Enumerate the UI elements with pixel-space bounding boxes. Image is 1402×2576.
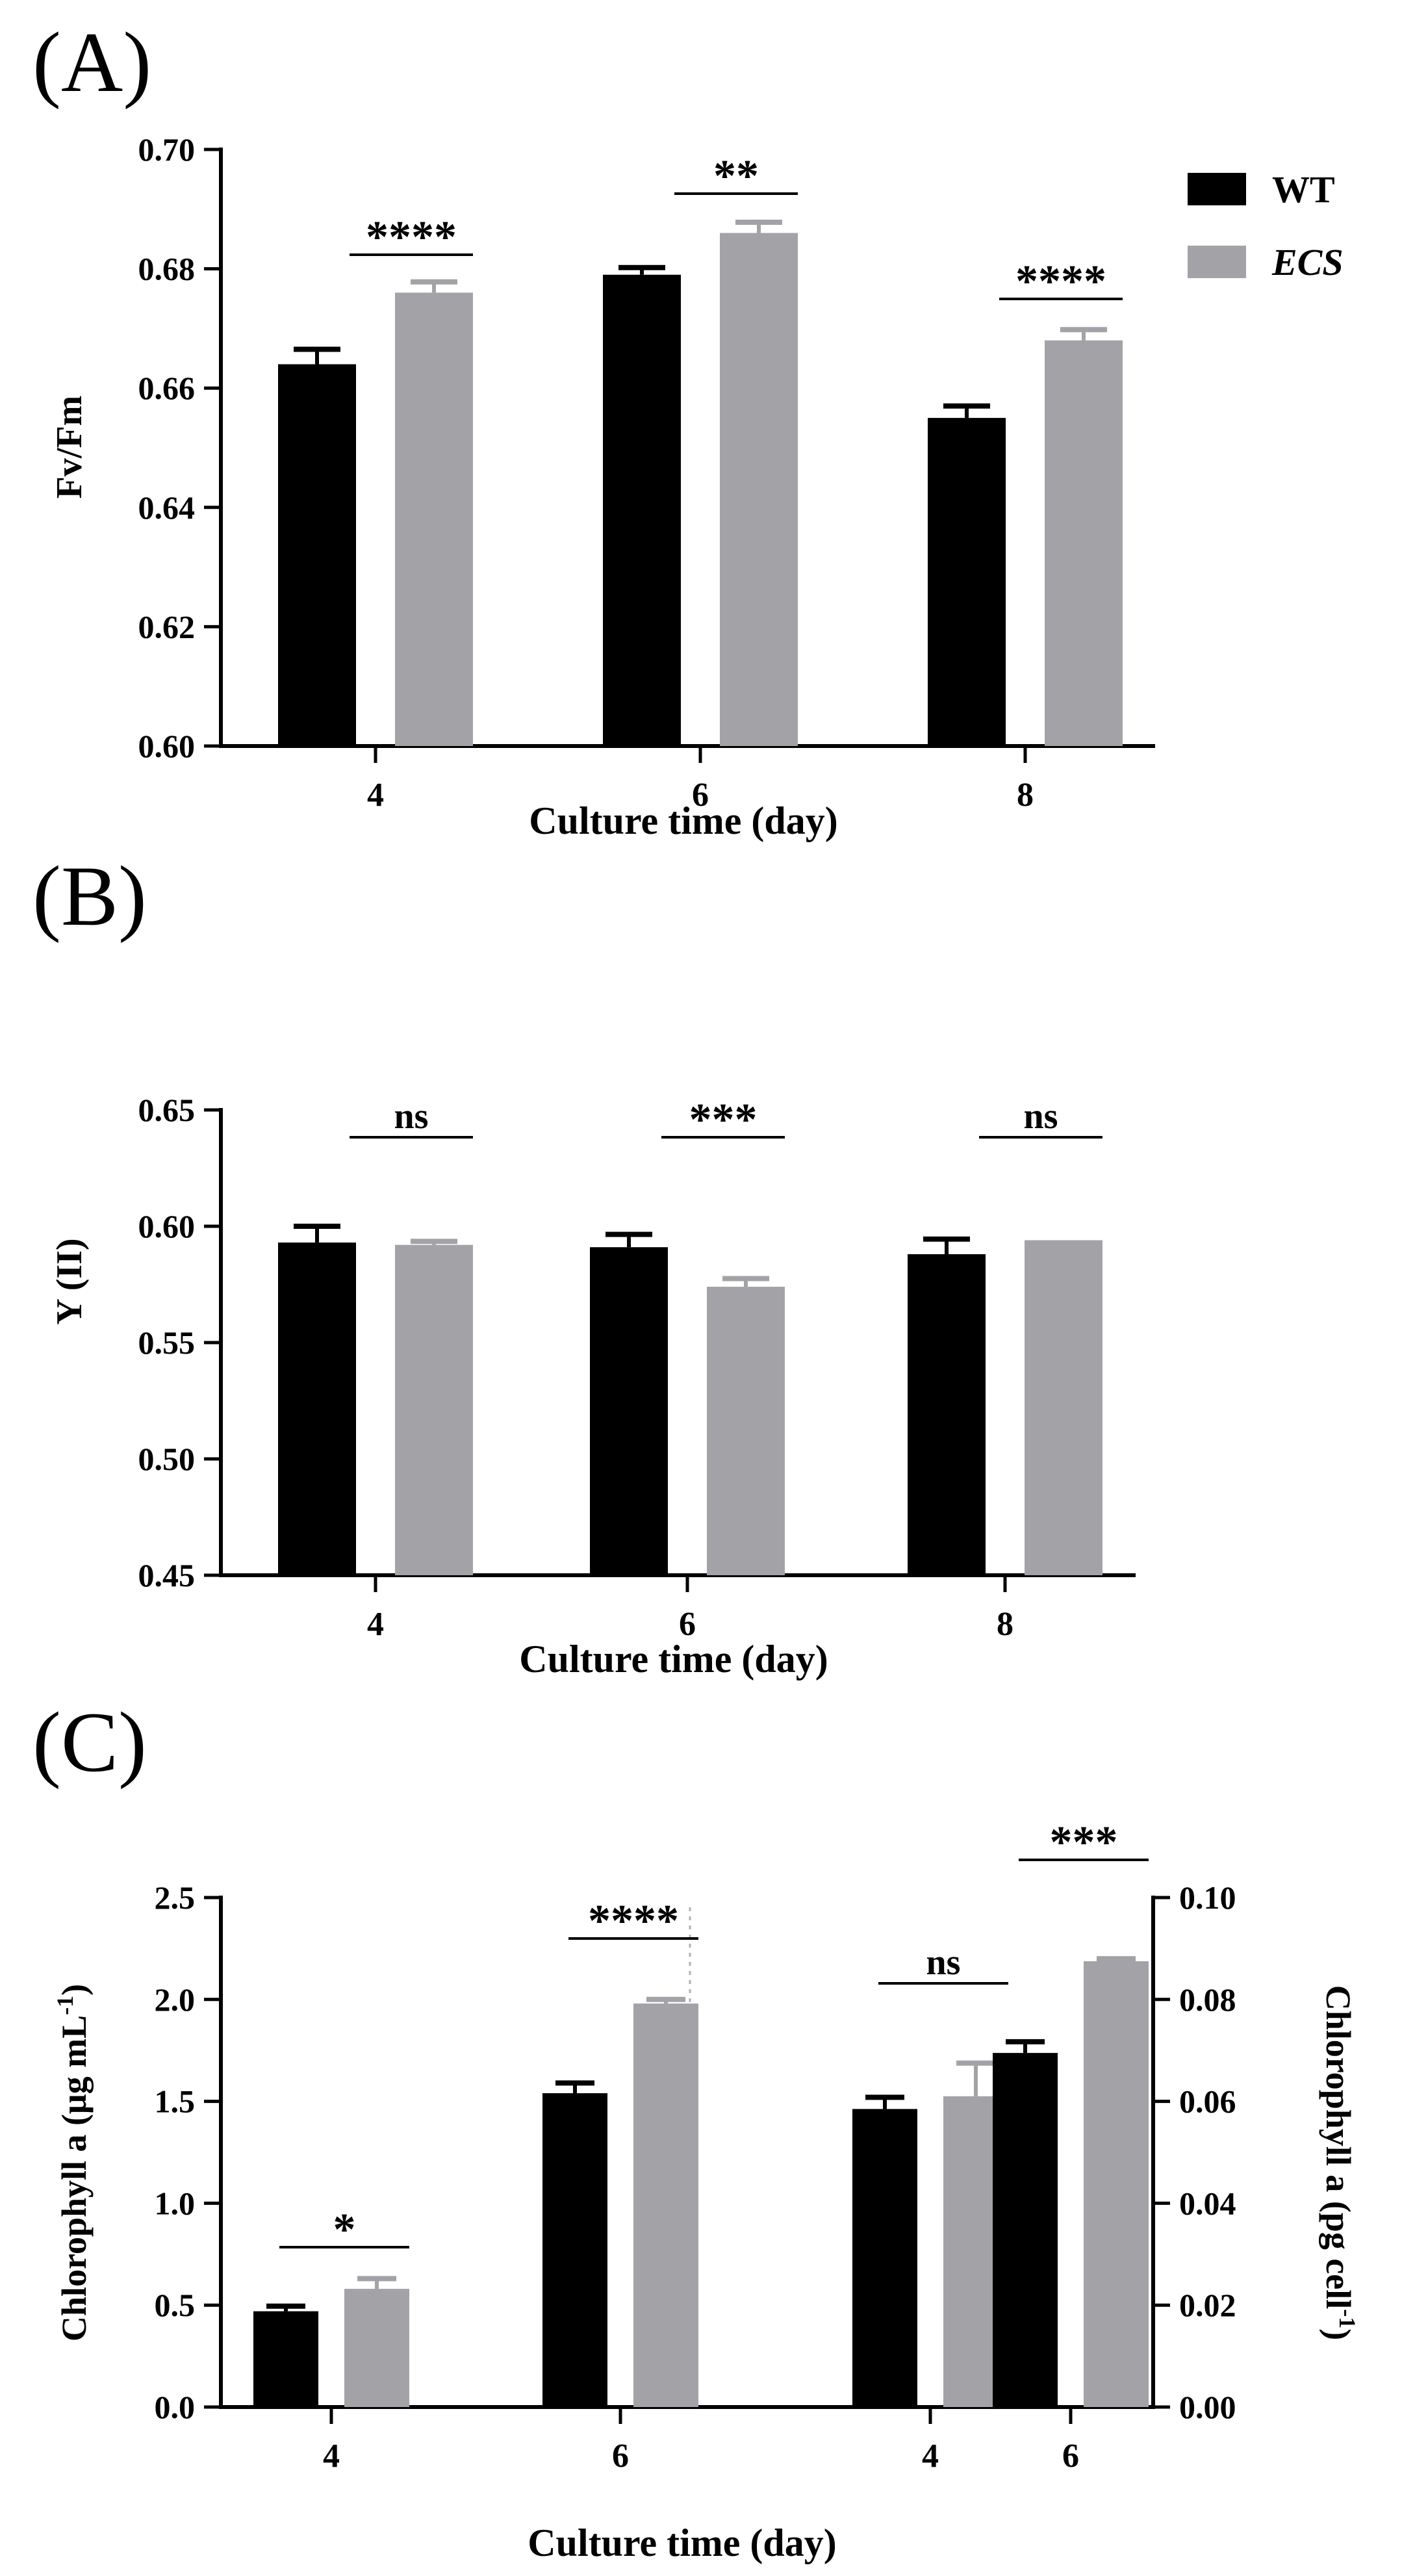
panel-c-x-tick-label: 4 — [922, 2438, 939, 2475]
legend-label-ecs: ECS — [1271, 241, 1344, 283]
panel-b-y-tick-label: 0.55 — [138, 1324, 196, 1361]
panel-b-0-significance-label: ns — [394, 1096, 429, 1137]
panel-c-ylabel-left: Chlorophyll a (μg mL-1) — [52, 1984, 94, 2341]
legend-swatch-wt — [1188, 173, 1246, 205]
panel-c-0-significance-label: * — [333, 2205, 356, 2255]
panel-c-x-tick-label: 6 — [612, 2438, 629, 2475]
panel-c-ylabel-right: Chlorophyll a (pg cell-1) — [1319, 1985, 1360, 2341]
panel-a-ecs-2-bar — [1045, 340, 1123, 746]
panel-c-ylabel-left-sup: -1 — [52, 1996, 78, 2015]
panel-a: (A) Fv/Fm Culture time (day) 0.600.620.6… — [32, 14, 1155, 842]
panel-b-wt-2-bar — [908, 1254, 986, 1575]
panel-a-wt-1-bar — [603, 274, 681, 746]
panel-c-wt-2-bar — [852, 2109, 917, 2407]
panel-c-wt-0-bar — [253, 2311, 318, 2407]
panel-c-label: (C) — [32, 1694, 147, 1790]
legend: WT ECS — [1188, 168, 1344, 283]
panel-c-left-y-tick-label: 2.0 — [155, 1981, 196, 2018]
panel-a-label: (A) — [32, 14, 151, 110]
panel-a-plot: 0.60 0.62 0.64 0.66 0.68 0.70 4 **** 6 ** 8 **** — [138, 131, 1155, 814]
panel-a-ylabel: Fv/Fm — [49, 396, 90, 499]
panel-c-ecs-3-bar — [1084, 1961, 1149, 2407]
panel-a-x-tick-label: 4 — [367, 777, 384, 814]
panel-b-y-tick-label: 0.50 — [138, 1441, 196, 1477]
panel-c-ylabel-left-end: ) — [55, 1984, 94, 1996]
panel-b-wt-1-bar — [590, 1247, 668, 1575]
panel-a-y-tick-label: 0.70 — [138, 131, 196, 168]
panel-c-left-y-tick-label: 0.0 — [155, 2389, 196, 2425]
panel-b-x-tick-label: 8 — [997, 1606, 1013, 1643]
panel-b-y-tick-label: 0.45 — [138, 1557, 196, 1593]
panel-c-right-y-tick-label: 0.10 — [1179, 1879, 1236, 1916]
panel-b-x-tick-label: 6 — [679, 1606, 696, 1643]
panel-c: (C) Chlorophyll a (μg mL-1) Chlorophyll … — [32, 1694, 1360, 2564]
panel-c-ecs-0-bar — [344, 2289, 409, 2407]
panel-a-x-tick-label: 6 — [692, 777, 709, 814]
panel-b: (B) Y (II) Culture time (day) 0.450.500.… — [32, 848, 1136, 1681]
panel-c-ylabel-right-end: ) — [1319, 2328, 1358, 2340]
panel-c-plot: 0.0 0.5 1.0 1.5 2.0 2.5 0.00 0.02 0.04 0.06 0.08 0.… — [155, 1818, 1236, 2475]
panel-b-ecs-2-bar — [1025, 1240, 1102, 1575]
panel-c-2-significance-label: ns — [926, 1942, 961, 1983]
panel-a-wt-0-bar — [278, 364, 356, 746]
panel-c-right-y-tick-label: 0.04 — [1179, 2185, 1236, 2221]
panel-c-xlabel: Culture time (day) — [528, 2521, 837, 2564]
panel-c-ylabel-right-sup: -1 — [1334, 2309, 1360, 2328]
panel-c-x-tick-label: 6 — [1062, 2438, 1079, 2475]
panel-c-wt-1-bar — [542, 2093, 607, 2407]
panel-a-y-tick-label: 0.68 — [138, 251, 196, 287]
panel-c-right-y-tick-label: 0.00 — [1179, 2389, 1236, 2425]
panel-c-left-y-tick-label: 0.5 — [155, 2287, 196, 2323]
panel-b-ylabel: Y (II) — [49, 1238, 90, 1324]
panel-c-x-tick-label: 4 — [323, 2438, 340, 2475]
panel-a-1-significance-label: ** — [713, 151, 759, 201]
panel-c-ecs-1-bar — [633, 2003, 698, 2407]
panel-b-xlabel: Culture time (day) — [519, 1638, 828, 1681]
panel-a-x-tick-label: 8 — [1017, 777, 1034, 814]
legend-label-wt: WT — [1272, 168, 1335, 211]
panel-a-2-significance-label: **** — [1015, 257, 1106, 307]
legend-swatch-ecs — [1188, 246, 1246, 278]
panel-a-wt-2-bar — [928, 418, 1006, 746]
panel-b-y-tick-label: 0.60 — [138, 1208, 196, 1244]
panel-b-y-tick-label: 0.65 — [138, 1092, 196, 1128]
panel-c-wt-3-bar — [993, 2053, 1058, 2407]
panel-a-ecs-1-bar — [720, 233, 798, 746]
panel-c-left-y-tick-label: 2.5 — [155, 1879, 196, 1916]
panel-c-1-significance-label: **** — [588, 1896, 679, 1946]
panel-c-right-y-tick-label: 0.02 — [1179, 2287, 1236, 2323]
panel-a-y-tick-label: 0.62 — [138, 608, 196, 645]
panel-c-right-y-tick-label: 0.06 — [1179, 2083, 1236, 2120]
panel-b-x-tick-label: 4 — [367, 1606, 384, 1643]
panel-a-y-tick-label: 0.60 — [138, 728, 196, 764]
panel-a-y-tick-label: 0.66 — [138, 370, 196, 406]
panel-c-ylabel-left-text: Chlorophyll a (μg mL — [55, 2015, 94, 2341]
panel-a-xlabel: Culture time (day) — [529, 799, 838, 842]
panel-c-left-y-tick-label: 1.0 — [155, 2185, 196, 2221]
panel-a-ecs-0-bar — [395, 292, 473, 746]
panel-c-right-y-tick-label: 0.08 — [1179, 1981, 1236, 2018]
panel-c-left-y-tick-label: 1.5 — [155, 2083, 196, 2120]
panel-b-wt-0-bar — [278, 1243, 356, 1575]
panel-b-ecs-0-bar — [395, 1244, 473, 1575]
panel-a-0-significance-label: **** — [366, 213, 457, 263]
panel-b-1-significance-label: *** — [689, 1095, 758, 1145]
panel-c-ylabel-right-text: Chlorophyll a (pg cell — [1319, 1985, 1358, 2310]
panel-b-plot: 0.45 0.50 0.55 0.60 0.65 4 ns 6 *** 8 ns — [138, 1092, 1136, 1643]
panel-b-label: (B) — [32, 848, 147, 944]
panel-a-y-tick-label: 0.64 — [138, 489, 196, 526]
panel-b-ecs-1-bar — [707, 1287, 785, 1575]
panel-c-3-significance-label: *** — [1050, 1818, 1118, 1868]
panel-b-2-significance-label: ns — [1024, 1096, 1058, 1137]
